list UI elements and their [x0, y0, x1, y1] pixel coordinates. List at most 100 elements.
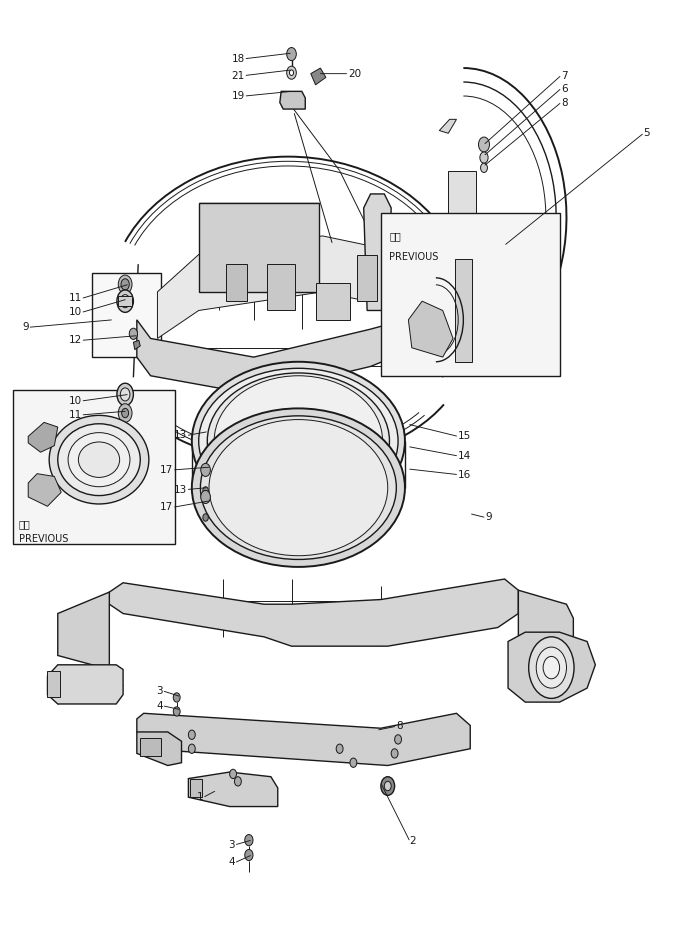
Circle shape [173, 693, 180, 703]
Ellipse shape [209, 419, 388, 555]
Polygon shape [47, 665, 123, 704]
Circle shape [336, 744, 343, 753]
Polygon shape [188, 772, 278, 807]
Bar [381, 213, 560, 376]
Circle shape [229, 769, 236, 779]
Polygon shape [310, 68, 326, 84]
Circle shape [478, 137, 489, 152]
Bar [140, 737, 161, 756]
Bar [190, 779, 202, 797]
Polygon shape [408, 301, 453, 357]
Polygon shape [58, 592, 109, 670]
Circle shape [245, 835, 253, 846]
Bar [13, 390, 175, 544]
Circle shape [121, 388, 130, 401]
Bar [226, 264, 247, 301]
Circle shape [119, 275, 132, 294]
Polygon shape [137, 713, 471, 765]
Polygon shape [364, 194, 391, 310]
Ellipse shape [192, 408, 405, 567]
Text: 13: 13 [174, 485, 187, 494]
Circle shape [529, 637, 574, 699]
Polygon shape [508, 632, 595, 703]
Text: 6: 6 [561, 83, 568, 94]
Bar [448, 171, 475, 227]
Polygon shape [133, 340, 140, 350]
Polygon shape [199, 204, 319, 292]
Circle shape [201, 491, 211, 504]
Ellipse shape [58, 424, 140, 495]
Polygon shape [28, 474, 61, 507]
Text: 8: 8 [561, 98, 568, 108]
Ellipse shape [49, 416, 149, 504]
Circle shape [234, 777, 241, 786]
Text: 4: 4 [229, 857, 235, 868]
Circle shape [201, 463, 211, 477]
Circle shape [543, 657, 560, 679]
Circle shape [245, 850, 253, 861]
Circle shape [287, 48, 297, 61]
Text: 10: 10 [69, 308, 82, 317]
Circle shape [203, 514, 209, 522]
Circle shape [117, 290, 133, 312]
Text: 11: 11 [69, 410, 82, 420]
Circle shape [536, 647, 566, 688]
Circle shape [130, 328, 137, 340]
Circle shape [119, 403, 132, 422]
Polygon shape [137, 310, 439, 394]
Text: 3: 3 [157, 686, 163, 696]
Polygon shape [518, 590, 573, 646]
Circle shape [350, 758, 357, 767]
Text: 1: 1 [197, 793, 204, 802]
Text: 10: 10 [69, 396, 82, 406]
Polygon shape [280, 91, 305, 109]
Polygon shape [157, 235, 439, 339]
Text: 14: 14 [458, 451, 471, 461]
Circle shape [394, 734, 401, 744]
Circle shape [203, 487, 209, 494]
Polygon shape [28, 422, 58, 452]
Bar [119, 296, 132, 306]
Circle shape [121, 295, 130, 308]
Polygon shape [137, 732, 182, 765]
Text: 5: 5 [644, 129, 650, 138]
Bar [92, 273, 161, 357]
Text: PREVIOUS: PREVIOUS [389, 251, 439, 262]
Text: 16: 16 [458, 470, 471, 479]
Bar [315, 282, 350, 320]
Circle shape [381, 777, 394, 795]
Polygon shape [109, 579, 518, 646]
Text: 11: 11 [69, 294, 82, 303]
Circle shape [188, 730, 195, 739]
Text: 13: 13 [174, 431, 187, 441]
Circle shape [121, 279, 130, 290]
Polygon shape [439, 119, 457, 133]
Text: 2: 2 [410, 836, 416, 846]
Bar [455, 259, 473, 362]
Text: 17: 17 [160, 502, 173, 512]
Text: 8: 8 [396, 721, 403, 732]
Text: 20: 20 [348, 68, 361, 79]
Bar [267, 264, 295, 310]
Ellipse shape [192, 362, 405, 521]
Circle shape [480, 152, 488, 163]
Bar [357, 254, 378, 301]
Text: 12: 12 [69, 335, 82, 345]
Text: 旧形: 旧形 [389, 232, 401, 241]
Polygon shape [491, 243, 505, 265]
Ellipse shape [78, 442, 120, 477]
Text: 4: 4 [157, 701, 163, 711]
Text: 18: 18 [231, 53, 245, 64]
Circle shape [290, 70, 294, 75]
Ellipse shape [199, 369, 398, 514]
Circle shape [122, 408, 129, 417]
Text: 15: 15 [458, 431, 471, 442]
Text: 21: 21 [231, 70, 245, 81]
Bar [47, 672, 60, 698]
Text: 9: 9 [485, 512, 492, 522]
Text: 7: 7 [561, 70, 568, 81]
Circle shape [480, 163, 487, 173]
Text: 17: 17 [160, 465, 173, 475]
Polygon shape [229, 497, 381, 552]
Circle shape [188, 744, 195, 753]
